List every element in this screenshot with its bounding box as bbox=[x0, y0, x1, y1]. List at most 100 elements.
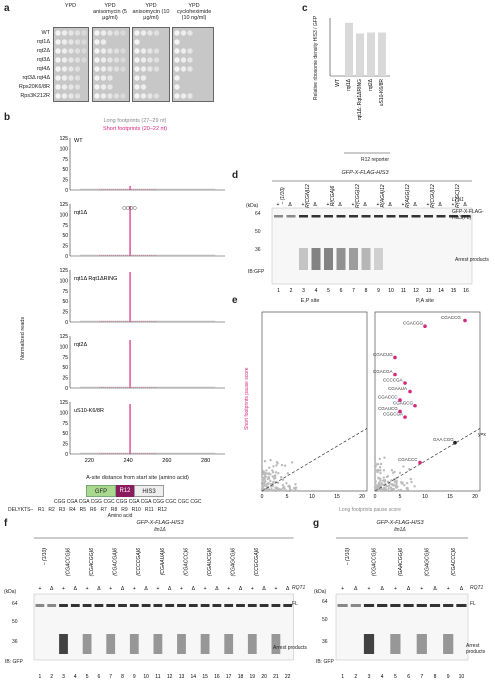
fl-band bbox=[188, 604, 198, 607]
lane-group-label: − (1/10) bbox=[345, 548, 351, 566]
delta: Δ bbox=[262, 586, 266, 592]
colony-spot bbox=[74, 48, 81, 54]
scatter-point bbox=[281, 487, 285, 490]
scatter-point bbox=[381, 479, 385, 482]
fl-band bbox=[82, 604, 92, 607]
blot-label-f: IB: GFP bbox=[5, 659, 23, 665]
colony-spot bbox=[134, 84, 140, 90]
residue-row: R1 R2 R3 R4 R5 R6 R7 R8 R9 R10 R11 R12 bbox=[38, 507, 167, 514]
strain-rqt4: rqt4Δ bbox=[36, 66, 50, 72]
scatter-point bbox=[379, 479, 382, 482]
colony-spot bbox=[55, 39, 61, 45]
scatter-point bbox=[395, 484, 398, 487]
lane-number: 5 bbox=[86, 674, 89, 680]
x-tick: 20 bbox=[472, 494, 478, 500]
scatter-point bbox=[384, 487, 387, 490]
delta: Δ bbox=[144, 586, 148, 592]
lane-number: 18 bbox=[238, 674, 244, 680]
fl-band bbox=[324, 215, 333, 218]
fl-band bbox=[236, 604, 245, 607]
arrest-smear bbox=[153, 634, 163, 654]
x-tick: 260 bbox=[162, 458, 171, 464]
scatter-point bbox=[387, 487, 390, 490]
x-tick-label: rqt1Δ bbox=[346, 78, 352, 91]
plus: + bbox=[402, 202, 405, 208]
colony-spot bbox=[107, 57, 113, 63]
res: R12 bbox=[157, 507, 167, 513]
y-tick: 125 bbox=[60, 334, 69, 340]
strain-g: ltn1Δ bbox=[394, 527, 406, 533]
lane-number: 13 bbox=[179, 674, 185, 680]
scatter-point bbox=[402, 465, 405, 468]
scatter-point bbox=[280, 489, 284, 492]
res: R4 bbox=[69, 507, 76, 513]
plus: + bbox=[377, 202, 380, 208]
x-tick-label: uS10-K6/8R bbox=[379, 79, 385, 107]
colony-spot bbox=[74, 66, 81, 72]
panel-label-a: a bbox=[4, 3, 10, 14]
lane-group-label: R(AGA)12 bbox=[380, 184, 386, 207]
scatter-point bbox=[387, 484, 391, 488]
blot-label-g: IB: GFP bbox=[316, 659, 334, 665]
colony-spot bbox=[100, 30, 107, 36]
bar bbox=[367, 32, 375, 76]
track-plots: 125 100 75 50 25 0 WT 125 100 75 50 25 0 rqt1Δ 125 100 7… bbox=[60, 136, 225, 464]
fl-f: FL bbox=[292, 601, 298, 607]
strain-wt: WT bbox=[41, 30, 50, 36]
title-d: GFP-X-FLAG-HIS3 bbox=[341, 170, 389, 176]
y-tick: 75 bbox=[62, 289, 68, 295]
colony-spot bbox=[147, 30, 153, 36]
y-tick: 0 bbox=[65, 386, 68, 392]
colony-spot bbox=[94, 84, 100, 90]
colony-spot bbox=[140, 66, 147, 72]
residue-axis: Amino acid bbox=[107, 513, 133, 519]
colony-spot bbox=[61, 39, 68, 45]
res: R9 bbox=[121, 507, 128, 513]
colony-spot bbox=[134, 66, 140, 72]
x-tick: 10 bbox=[422, 494, 428, 500]
scatter-point bbox=[274, 474, 277, 477]
fl-band bbox=[177, 604, 186, 607]
scatter-point bbox=[392, 471, 395, 474]
strain-rqt3: rqt3Δ bbox=[36, 57, 50, 63]
codon-label: CGAGCG bbox=[393, 400, 414, 405]
plus: + bbox=[204, 586, 207, 592]
lane-group-label: (CCCCGA)6 bbox=[136, 548, 142, 576]
scatter-point bbox=[280, 463, 284, 467]
scatter-point bbox=[398, 471, 402, 475]
colony-spot bbox=[174, 57, 180, 63]
bar bbox=[378, 32, 386, 76]
lane-group-label: (CGACCC)6 bbox=[451, 548, 457, 576]
xlabel-b: A-site distance from start site (amino a… bbox=[86, 475, 189, 481]
scatter-point bbox=[275, 460, 279, 464]
colony-spot bbox=[140, 84, 147, 90]
highlight-point bbox=[403, 415, 407, 419]
plus: + bbox=[38, 586, 41, 592]
scatter-point bbox=[373, 464, 377, 467]
fl-band bbox=[386, 215, 396, 218]
legend-long: Long footprints (27–29 nt) bbox=[103, 118, 167, 124]
plus: + bbox=[133, 586, 136, 592]
colony-spot bbox=[180, 57, 187, 63]
lane-group-label: (CGACGG)6 bbox=[89, 548, 95, 577]
lane-group-label: (CGAGCG)6 bbox=[231, 548, 237, 577]
lane-group-label: (CGACCG)6 bbox=[65, 548, 71, 576]
lane-number: 1 bbox=[341, 674, 344, 680]
y-tick: 50 bbox=[62, 365, 68, 371]
lane-number: 7 bbox=[352, 288, 355, 294]
delta: Δ bbox=[363, 202, 367, 208]
x-tick-label: rqt2Δ bbox=[368, 78, 374, 91]
delta: Δ bbox=[121, 586, 125, 592]
ribosome-icon bbox=[125, 206, 130, 210]
colony-spot bbox=[68, 30, 74, 36]
y-tick: 25 bbox=[62, 244, 68, 250]
lane-number: 4 bbox=[381, 674, 384, 680]
track-name: rqt2Δ bbox=[74, 342, 87, 348]
delta: Δ bbox=[215, 586, 219, 592]
colony-spot bbox=[147, 57, 153, 63]
colony-spot bbox=[61, 57, 68, 63]
lane-number: 2 bbox=[50, 674, 53, 680]
marker-d-36: 36 bbox=[255, 247, 261, 253]
fl-band bbox=[349, 215, 358, 218]
arrest-smear bbox=[224, 634, 234, 654]
